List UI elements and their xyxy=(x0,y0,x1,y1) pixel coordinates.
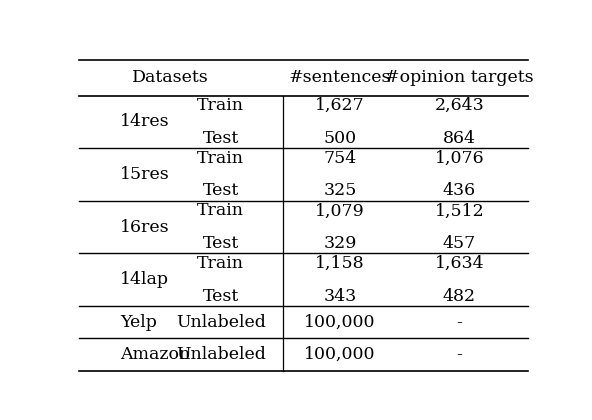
Text: 864: 864 xyxy=(443,130,476,147)
Text: #sentences: #sentences xyxy=(289,69,391,87)
Text: 325: 325 xyxy=(323,182,357,200)
Text: 754: 754 xyxy=(323,150,357,167)
Text: Test: Test xyxy=(202,182,239,200)
Text: Yelp: Yelp xyxy=(120,314,157,331)
Text: 1,512: 1,512 xyxy=(435,202,484,219)
Text: 14res: 14res xyxy=(120,113,169,131)
Text: #opinion targets: #opinion targets xyxy=(385,69,534,87)
Text: 1,634: 1,634 xyxy=(435,255,484,272)
Text: 15res: 15res xyxy=(120,166,170,183)
Text: 500: 500 xyxy=(324,130,356,147)
Text: Train: Train xyxy=(197,255,244,272)
Text: 436: 436 xyxy=(443,182,476,200)
Text: 2,643: 2,643 xyxy=(435,97,484,114)
Text: 14lap: 14lap xyxy=(120,271,169,288)
Text: Train: Train xyxy=(197,202,244,219)
Text: Amazon: Amazon xyxy=(120,346,190,363)
Text: 343: 343 xyxy=(323,288,357,304)
Text: 16res: 16res xyxy=(120,219,169,236)
Text: Train: Train xyxy=(197,97,244,114)
Text: Unlabeled: Unlabeled xyxy=(176,314,266,331)
Text: Test: Test xyxy=(202,288,239,304)
Text: Datasets: Datasets xyxy=(132,69,209,87)
Text: Unlabeled: Unlabeled xyxy=(176,346,266,363)
Text: 100,000: 100,000 xyxy=(304,346,376,363)
Text: 1,079: 1,079 xyxy=(315,202,365,219)
Text: 100,000: 100,000 xyxy=(304,314,376,331)
Text: 1,158: 1,158 xyxy=(316,255,365,272)
Text: -: - xyxy=(456,314,462,331)
Text: Test: Test xyxy=(202,130,239,147)
Text: -: - xyxy=(456,346,462,363)
Text: 329: 329 xyxy=(323,235,357,252)
Text: Train: Train xyxy=(197,150,244,167)
Text: 482: 482 xyxy=(443,288,476,304)
Text: 1,076: 1,076 xyxy=(435,150,484,167)
Text: 1,627: 1,627 xyxy=(315,97,365,114)
Text: Test: Test xyxy=(202,235,239,252)
Text: 457: 457 xyxy=(443,235,476,252)
